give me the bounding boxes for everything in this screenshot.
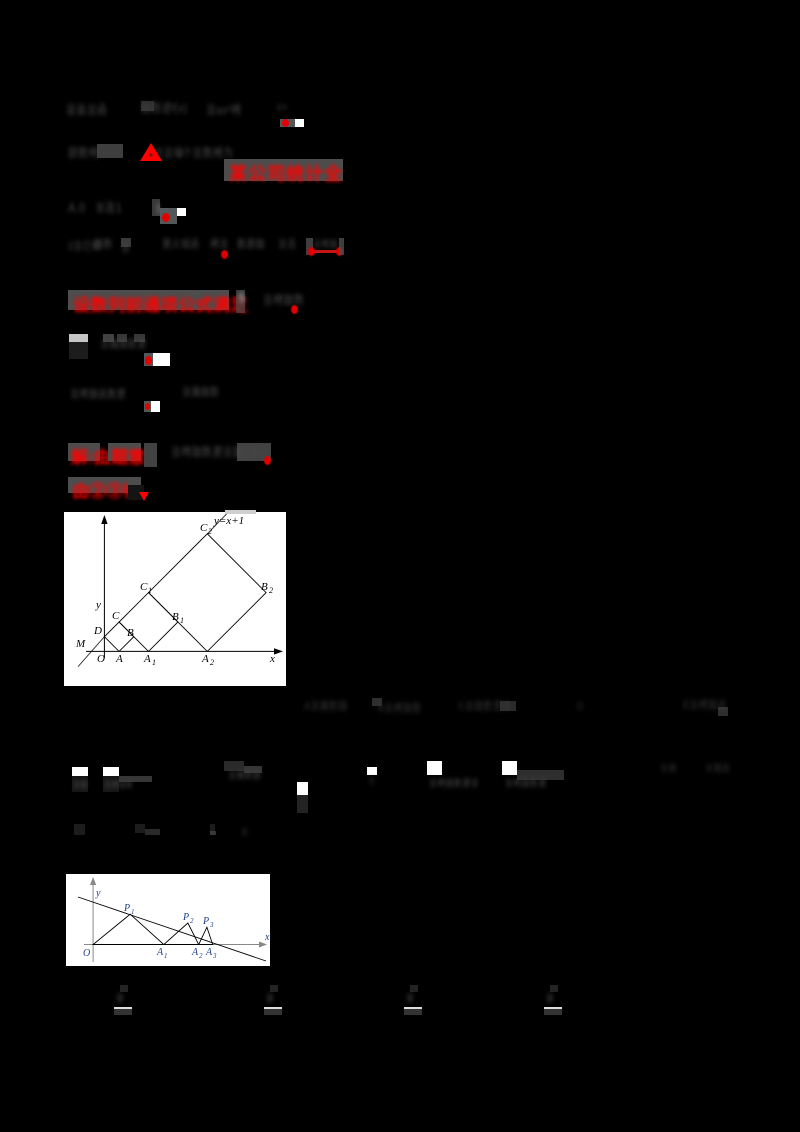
svg-text:O: O: [97, 653, 105, 665]
svg-text:A: A: [115, 653, 123, 665]
svg-text:1: 1: [164, 952, 168, 960]
svg-text:B: B: [127, 627, 134, 639]
svg-text:C: C: [200, 522, 208, 534]
svg-text:B: B: [172, 611, 179, 623]
svg-text:P: P: [123, 903, 130, 914]
svg-text:y: y: [95, 599, 101, 611]
svg-text:2: 2: [269, 586, 273, 595]
svg-text:M: M: [75, 638, 86, 650]
svg-text:1: 1: [148, 586, 152, 595]
svg-text:B: B: [261, 581, 268, 593]
svg-text:y=x+1: y=x+1: [213, 515, 244, 527]
svg-text:2: 2: [210, 658, 214, 667]
svg-text:C: C: [140, 581, 148, 593]
svg-text:x: x: [264, 932, 270, 943]
svg-text:2: 2: [190, 917, 194, 925]
svg-text:2: 2: [199, 952, 203, 960]
svg-text:P: P: [182, 912, 189, 923]
svg-text:x: x: [269, 653, 275, 665]
svg-text:1: 1: [180, 616, 184, 625]
svg-text:A: A: [205, 947, 213, 958]
svg-text:A: A: [201, 653, 209, 665]
svg-text:2: 2: [208, 527, 212, 536]
svg-text:1: 1: [131, 908, 135, 916]
svg-text:C: C: [112, 610, 120, 622]
svg-text:P: P: [202, 916, 209, 927]
svg-text:3: 3: [212, 952, 217, 960]
svg-text:A: A: [191, 947, 199, 958]
svg-text:y: y: [95, 888, 101, 899]
svg-text:O: O: [83, 948, 90, 959]
svg-text:D: D: [93, 625, 102, 637]
svg-text:3: 3: [209, 921, 214, 929]
svg-text:A: A: [143, 653, 151, 665]
svg-text:1: 1: [152, 658, 156, 667]
svg-text:A: A: [156, 947, 164, 958]
